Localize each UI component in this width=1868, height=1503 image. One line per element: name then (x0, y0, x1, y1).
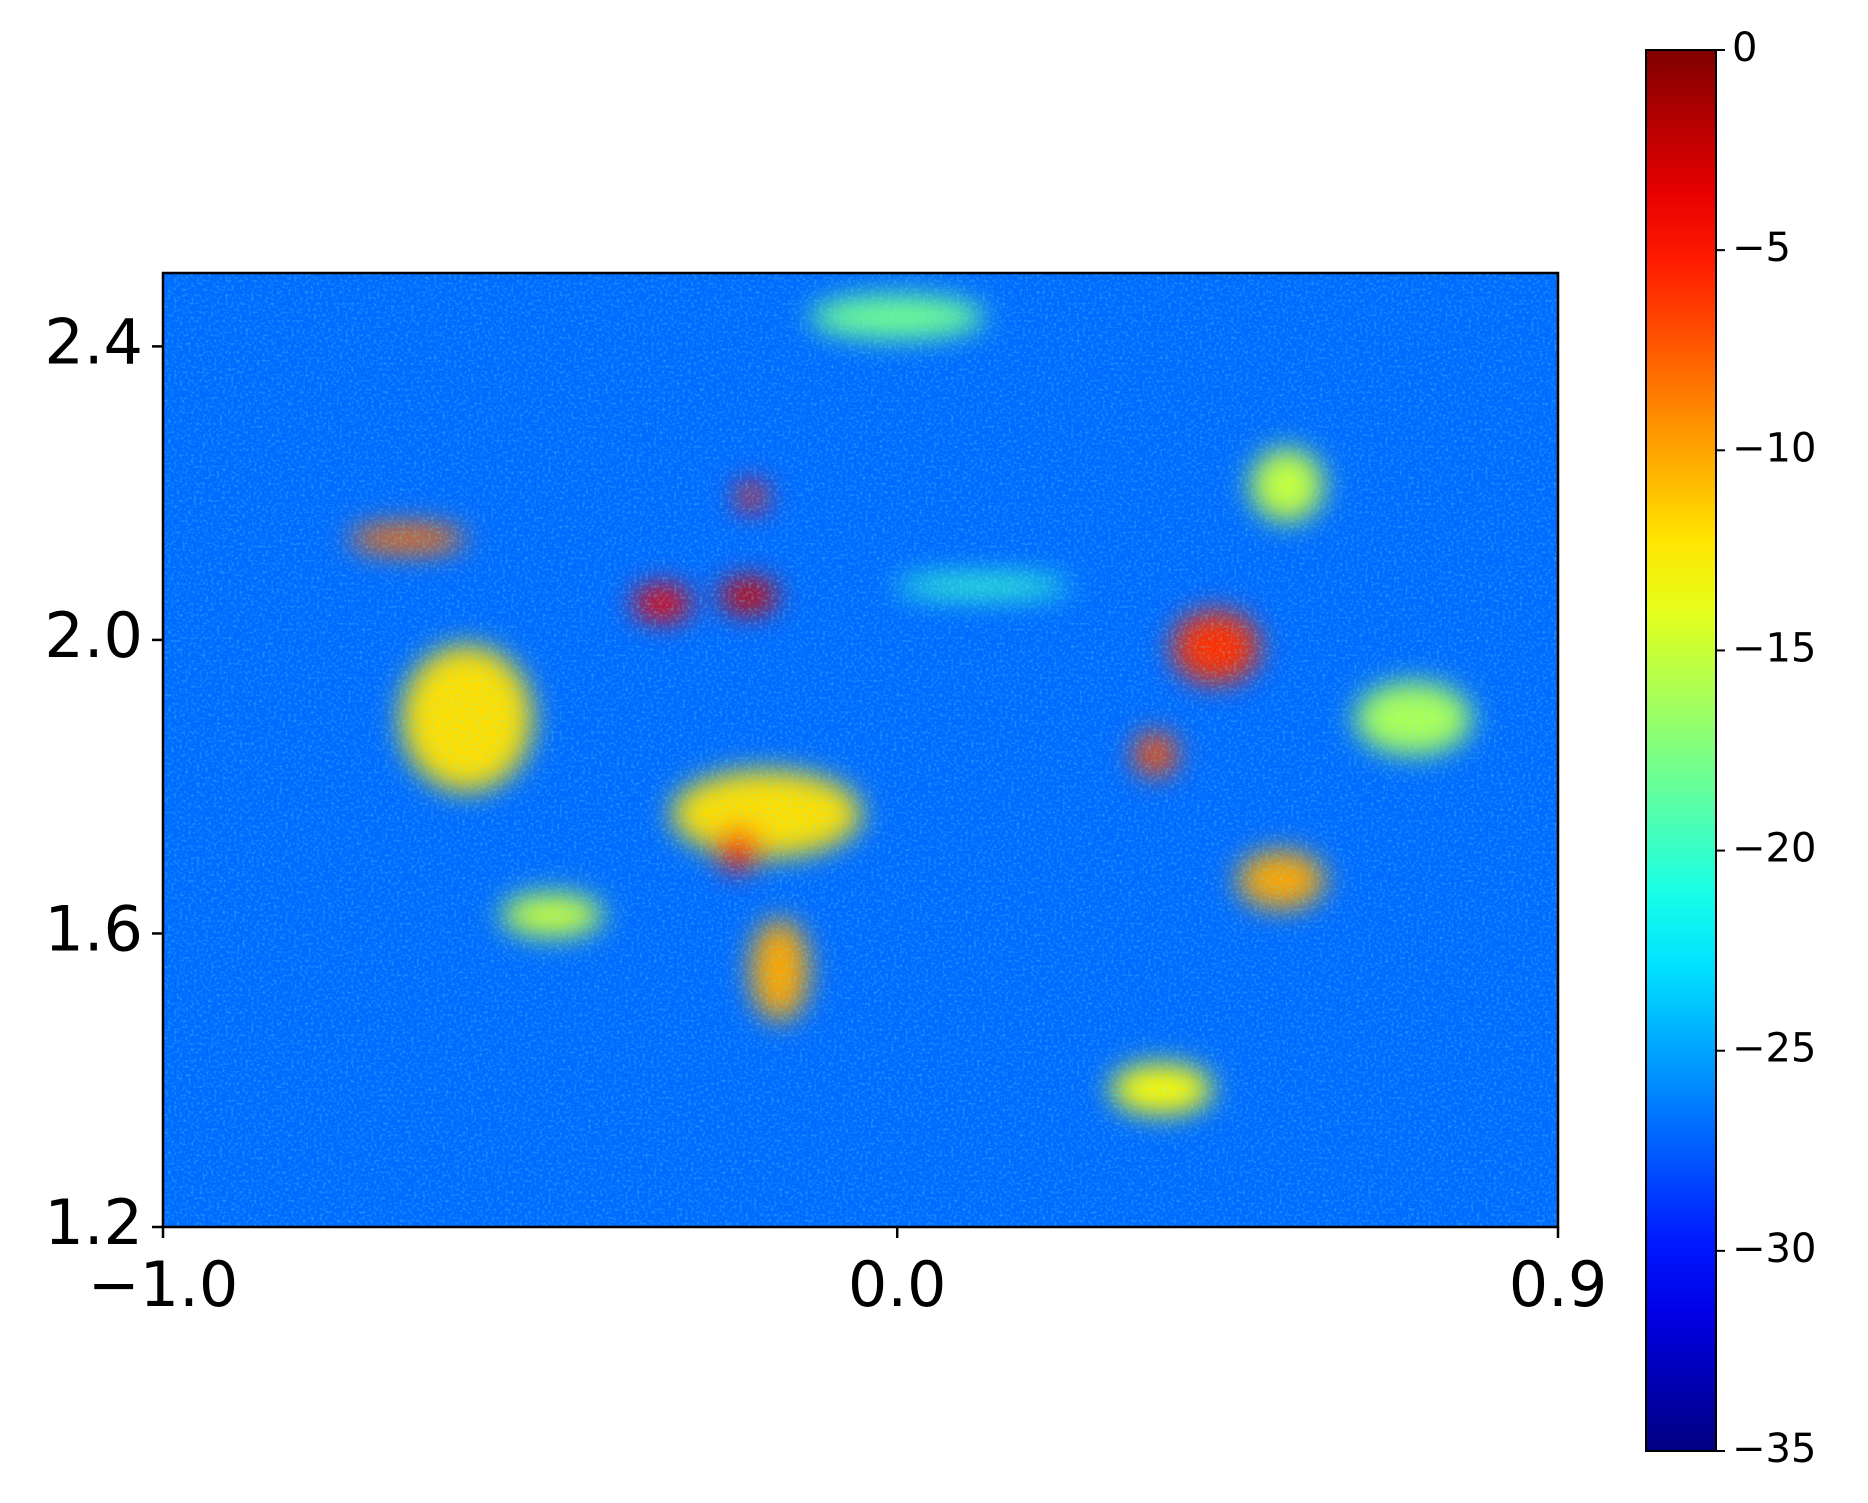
x-tick-label: 0.0 (848, 1248, 947, 1321)
heatmap (163, 273, 1558, 1227)
colorbar-tick-label: −5 (1732, 225, 1791, 271)
x-tick-label: 0.9 (1509, 1248, 1608, 1321)
y-tick-label: 1.6 (44, 893, 143, 966)
colorbar-tick-label: −25 (1732, 1026, 1816, 1072)
x-tick-label: −1.0 (88, 1248, 239, 1321)
y-tick-label: 1.2 (44, 1186, 143, 1259)
plot-frame (161, 271, 1560, 1229)
colorbar-tick-label: 0 (1732, 25, 1757, 71)
colorbar (1645, 49, 1717, 1452)
colorbar-tick-label: −35 (1732, 1426, 1816, 1472)
y-tick-label: 2.0 (44, 599, 143, 672)
colorbar-tick-label: −15 (1732, 625, 1816, 671)
colorbar-tick-label: −20 (1732, 826, 1816, 872)
colorbar-tick-label: −10 (1732, 425, 1816, 471)
y-tick-label: 2.4 (44, 305, 143, 378)
speckle (163, 273, 1558, 1227)
colorbar-tick-label: −30 (1732, 1226, 1816, 1272)
